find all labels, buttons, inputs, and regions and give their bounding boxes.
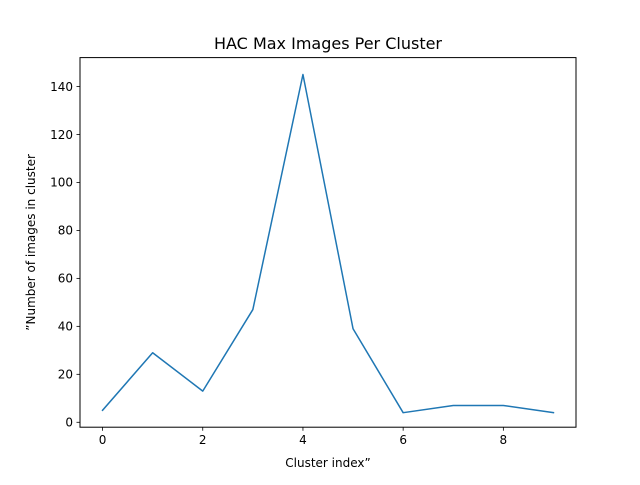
- chart-title: HAC Max Images Per Cluster: [214, 34, 442, 53]
- y-axis-label: ”Number of images in cluster: [24, 154, 38, 331]
- x-tick-label: 8: [500, 433, 508, 447]
- x-tick-label: 0: [99, 433, 107, 447]
- x-tick-label: 6: [399, 433, 407, 447]
- x-tick-label: 2: [199, 433, 207, 447]
- y-tick-label: 0: [65, 416, 73, 430]
- y-tick-label: 20: [58, 368, 73, 382]
- x-axis-label: Cluster index”: [285, 456, 370, 470]
- y-tick-label: 60: [58, 272, 73, 286]
- y-tick-label: 120: [50, 128, 73, 142]
- y-tick-label: 40: [58, 320, 73, 334]
- y-tick-label: 140: [50, 80, 73, 94]
- plot-area: [80, 58, 576, 428]
- y-tick-label: 80: [58, 224, 73, 238]
- y-tick-label: 100: [50, 176, 73, 190]
- x-tick-label: 4: [299, 433, 307, 447]
